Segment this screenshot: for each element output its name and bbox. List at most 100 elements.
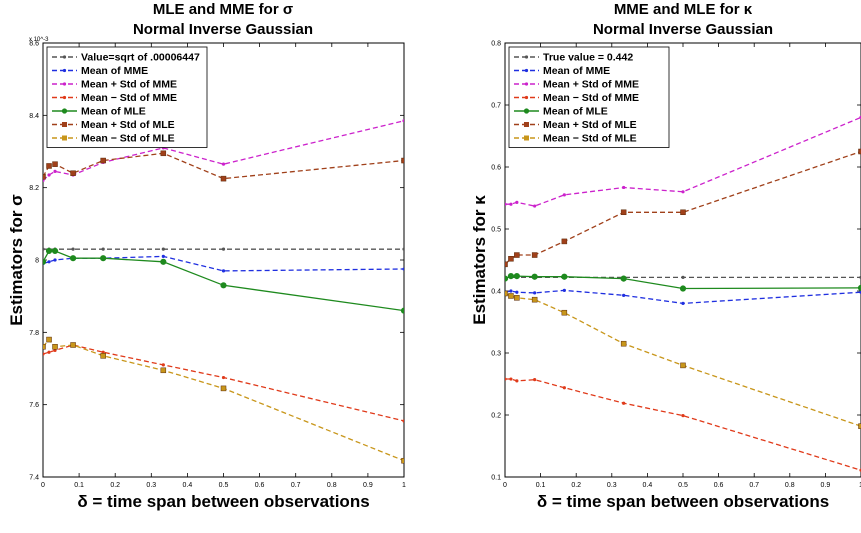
series-3-point xyxy=(533,378,537,382)
series-2-point xyxy=(533,204,537,208)
series-4-point xyxy=(51,247,59,255)
legend-marker-1 xyxy=(524,68,529,73)
series-0-point xyxy=(101,247,105,251)
series-4-point xyxy=(69,255,77,262)
series-4-point xyxy=(513,273,520,280)
series-5-point xyxy=(620,209,627,216)
y-tick-label: 0.8 xyxy=(491,41,501,48)
y-axis-exponent: x 10^-3 xyxy=(29,37,49,43)
series-5-point xyxy=(508,256,514,262)
x-tick-label: 0.8 xyxy=(327,482,337,489)
series-6-point xyxy=(561,309,568,316)
chart-subtitle: Normal Inverse Gaussian xyxy=(133,21,313,38)
legend-label-0: True value = 0.442 xyxy=(543,52,633,64)
series-4-point xyxy=(45,247,53,255)
series-2-point xyxy=(221,162,226,166)
series-5-point xyxy=(531,252,538,258)
x-tick-label: 0.2 xyxy=(571,482,581,489)
series-1-point xyxy=(221,269,226,273)
series-2-point xyxy=(53,169,57,173)
legend-label-6: Mean − Std of MLE xyxy=(81,133,175,145)
y-axis-label: Estimators for κ xyxy=(470,195,489,325)
series-3-point xyxy=(43,352,45,356)
series-1-point xyxy=(622,293,626,297)
series-2-point xyxy=(43,178,45,183)
series-5-point xyxy=(561,238,568,245)
series-5-point xyxy=(46,163,52,169)
x-tick-label: 0 xyxy=(503,482,507,489)
series-1-point xyxy=(681,301,685,305)
series-0-point xyxy=(161,247,165,251)
y-tick-label: 7.6 xyxy=(29,402,39,409)
series-line-2 xyxy=(505,116,861,207)
x-tick-label: 0.5 xyxy=(219,482,229,489)
series-6-point xyxy=(531,296,538,303)
series-3-point xyxy=(681,414,685,418)
sigma-chart: MLE and MME for σ Normal Inverse Gaussian… xyxy=(7,1,406,511)
series-6-point xyxy=(100,353,106,359)
x-tick-label: 0.2 xyxy=(110,482,120,489)
legend-box xyxy=(46,46,208,148)
series-5-point xyxy=(505,261,508,268)
x-tick-label: 0.1 xyxy=(536,482,546,489)
x-tick-label: 0.4 xyxy=(183,482,193,489)
legend-label-2: Mean + Std of MME xyxy=(81,79,177,91)
legend-marker-6 xyxy=(524,135,529,141)
legend-label-1: Mean of MME xyxy=(543,65,610,77)
legend-marker-6 xyxy=(62,135,67,141)
series-1-point xyxy=(53,258,57,262)
legend-label-4: Mean of MLE xyxy=(81,106,146,118)
series-5-point xyxy=(70,170,76,176)
series-group xyxy=(505,115,861,472)
x-tick-label: 0 xyxy=(41,482,45,489)
series-1-point xyxy=(533,291,537,295)
legend-label-0: Value=sqrt of .00006447 xyxy=(81,52,200,64)
x-tick-label: 0.8 xyxy=(785,482,795,489)
legend-label-2: Mean + Std of MME xyxy=(543,79,639,91)
series-3-point xyxy=(505,377,507,381)
series-6-point xyxy=(508,293,514,299)
y-tick-label: 8 xyxy=(35,258,39,265)
series-0-point xyxy=(43,247,45,251)
series-0-point xyxy=(402,247,404,251)
series-6-point xyxy=(160,367,167,374)
legend-label-6: Mean − Std of MLE xyxy=(543,133,637,145)
series-4-point xyxy=(100,255,107,262)
legend-marker-0 xyxy=(62,55,67,59)
series-1-point xyxy=(509,289,513,293)
series-3-point xyxy=(53,348,57,353)
series-4-point xyxy=(220,282,227,289)
y-tick-label: 0.7 xyxy=(491,103,501,110)
series-2-point xyxy=(402,119,404,123)
legend-marker-4 xyxy=(61,108,68,114)
series-6-point xyxy=(680,362,686,369)
legend-marker-5 xyxy=(524,122,529,127)
series-4-point xyxy=(43,258,47,265)
series-line-1 xyxy=(505,289,861,305)
legend-label-3: Mean − Std of MME xyxy=(81,92,177,104)
series-4-point xyxy=(160,258,167,265)
x-tick-label: 1 xyxy=(402,482,406,489)
series-3-point xyxy=(562,386,566,390)
series-5-point xyxy=(401,157,404,164)
legend-label-5: Mean + Std of MLE xyxy=(543,119,637,131)
legend-marker-1 xyxy=(62,68,67,73)
series-2-point xyxy=(515,200,519,204)
series-2-point xyxy=(681,190,685,194)
series-0-point xyxy=(221,247,226,251)
series-5-point xyxy=(220,175,227,182)
y-tick-label: 0.1 xyxy=(491,475,501,482)
series-5-point xyxy=(43,174,46,180)
series-5-point xyxy=(100,157,106,164)
series-3-point xyxy=(509,377,513,381)
x-tick-label: 0.5 xyxy=(678,482,688,489)
series-6-point xyxy=(46,336,52,343)
legend-marker-4 xyxy=(523,108,530,114)
legend-label-3: Mean − Std of MME xyxy=(543,92,639,104)
x-tick-label: 0.3 xyxy=(146,482,156,489)
chart-title: MLE and MME for σ xyxy=(153,1,293,18)
series-group xyxy=(43,119,404,464)
legend-marker-3 xyxy=(524,95,529,100)
series-line-5 xyxy=(43,152,404,180)
